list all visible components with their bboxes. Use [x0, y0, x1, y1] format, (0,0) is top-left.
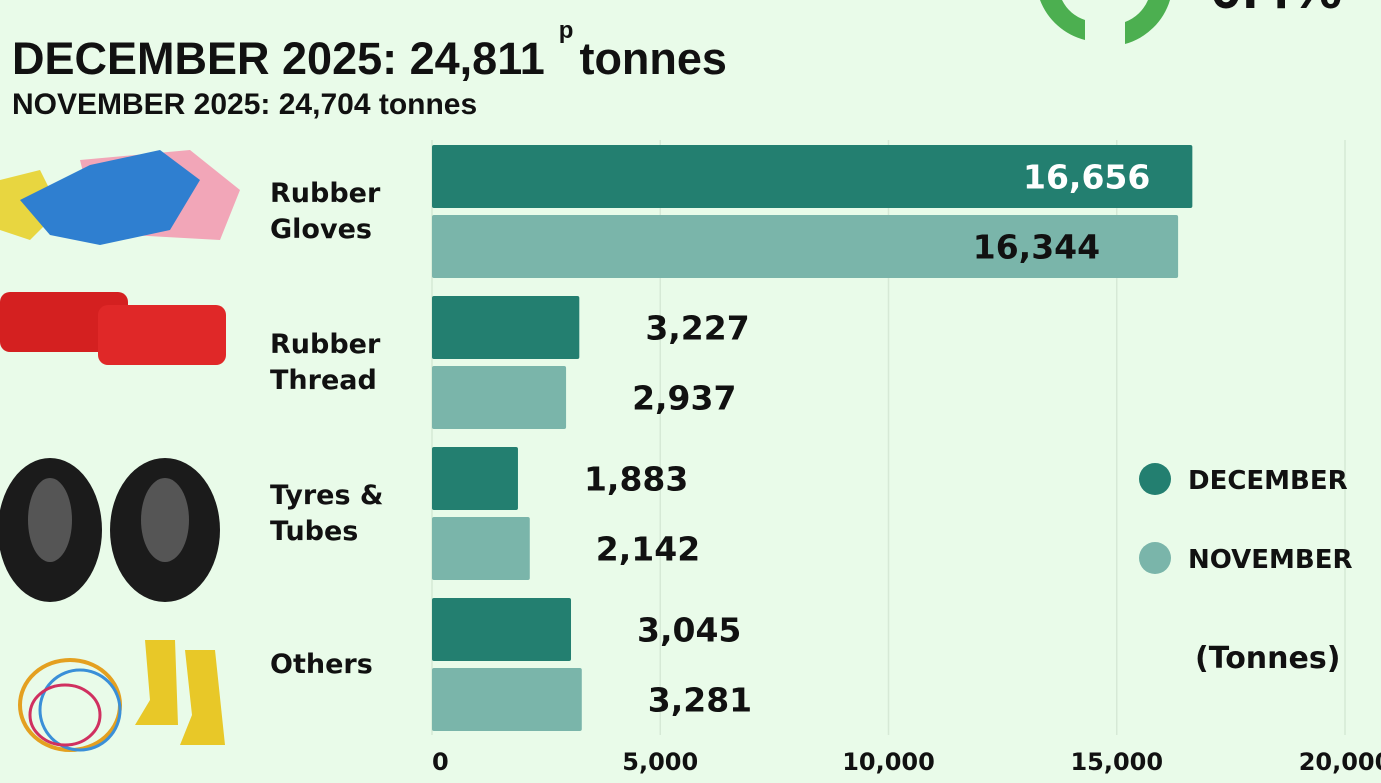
- legend-label: DECEMBER: [1188, 466, 1348, 496]
- value-label: 2,142: [596, 530, 700, 569]
- category-label: Rubber Gloves: [270, 177, 381, 245]
- unit-note: (Tonnes): [1195, 641, 1340, 676]
- tyres-image: [0, 458, 220, 602]
- title-mark: p: [559, 17, 574, 44]
- value-label: 16,656: [1023, 158, 1150, 197]
- legend-swatch: [1139, 542, 1171, 574]
- bar: [432, 668, 582, 731]
- value-label: 16,344: [973, 228, 1100, 267]
- legend-swatch: [1139, 463, 1171, 495]
- bar: [432, 598, 572, 661]
- x-tick-label: 10,000: [842, 748, 935, 776]
- value-label: 3,281: [648, 681, 752, 720]
- x-tick-label: 5,000: [622, 748, 698, 776]
- bar: [432, 145, 1193, 208]
- x-tick-label: 0: [432, 748, 449, 776]
- bar: [432, 296, 580, 359]
- title-main: DECEMBER 2025: 24,811: [12, 33, 545, 84]
- others-image: [18, 640, 225, 752]
- category-label: Others: [270, 648, 373, 680]
- value-label: 2,937: [632, 379, 736, 418]
- x-tick-label: 20,000: [1299, 748, 1381, 776]
- bar: [432, 447, 518, 510]
- value-label: 3,045: [637, 611, 741, 650]
- value-label: 1,883: [584, 460, 688, 499]
- thread-image: [0, 292, 226, 365]
- chart-title: DECEMBER 2025: 24,811 ptonnes: [12, 17, 727, 84]
- category-label: Tyres & Tubes: [270, 479, 384, 547]
- change-value: 0.4%: [1210, 0, 1342, 21]
- gloves-image: [0, 150, 240, 245]
- chart-subtitle: NOVEMBER 2025: 24,704 tonnes: [12, 88, 477, 121]
- bar: [432, 366, 567, 429]
- x-tick-label: 15,000: [1070, 748, 1163, 776]
- title-unit: tonnes: [579, 33, 727, 84]
- bar: [432, 215, 1179, 278]
- value-label: 3,227: [645, 309, 749, 348]
- category-label: Rubber Thread: [270, 328, 381, 396]
- legend-label: NOVEMBER: [1188, 545, 1353, 575]
- bar: [432, 517, 530, 580]
- change-icon: [1040, 0, 1170, 44]
